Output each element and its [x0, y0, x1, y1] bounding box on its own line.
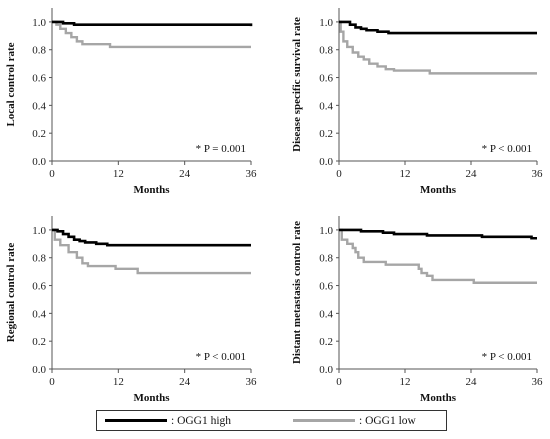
series-line-ogg1-high	[52, 20, 253, 27]
y-tick-label: 1.0	[319, 17, 333, 29]
y-tick-label: 1.0	[32, 225, 46, 237]
legend: : OGG1 high : OGG1 low	[96, 410, 447, 431]
p-value-annotation: * P < 0.001	[482, 143, 532, 155]
x-tick-label: 36	[532, 168, 544, 180]
x-tick-label: 36	[246, 168, 258, 180]
x-axis-title: Months	[420, 392, 457, 404]
y-tick-label: 0.4	[32, 308, 46, 320]
y-tick-label: 0.8	[32, 45, 46, 57]
y-axis-title: Disease specific survival rate	[291, 17, 303, 152]
x-tick-label: 12	[400, 168, 411, 180]
y-tick-label: 0.8	[32, 253, 46, 265]
series-line-ogg1-high	[52, 228, 251, 247]
x-tick-label: 24	[179, 376, 191, 388]
y-tick-label: 0.6	[32, 281, 46, 293]
y-tick-label: 0.2	[319, 336, 333, 348]
y-tick-label: 0.0	[319, 364, 333, 376]
panel-local-control: 0.0 0.2 0.4 0.6 0.8 1.0 0 12 24 36 Months Local con…	[5, 8, 257, 196]
x-tick-label: 0	[49, 168, 55, 180]
survival-figure: 0.0 0.2 0.4 0.6 0.8 1.0 0 12 24 36 Months Local con…	[5, 8, 543, 404]
p-value-annotation: * P < 0.001	[196, 351, 246, 363]
legend-item-high: : OGG1 high	[105, 411, 231, 430]
y-tick-label: 0.8	[319, 45, 333, 57]
series-line-ogg1-low	[339, 20, 537, 75]
x-tick-label: 12	[113, 168, 124, 180]
y-axis-title: Local control rate	[5, 42, 17, 126]
legend-label-high: : OGG1 high	[171, 414, 232, 427]
y-tick-label: 0.4	[32, 100, 46, 112]
x-tick-label: 24	[179, 168, 191, 180]
x-tick-label: 12	[400, 376, 411, 388]
series-line-ogg1-high	[339, 228, 537, 240]
x-tick-label: 24	[466, 376, 478, 388]
series-line-ogg1-high	[339, 20, 537, 35]
series-line-ogg1-low	[52, 20, 251, 49]
series-line-ogg1-low	[52, 228, 251, 275]
y-tick-label: 0.4	[319, 308, 333, 320]
y-tick-label: 0.8	[319, 253, 333, 265]
y-tick-label: 0.6	[32, 73, 46, 85]
y-tick-label: 0.0	[32, 364, 46, 376]
panel-disease-specific-survival: 0.0 0.2 0.4 0.6 0.8 1.0 0 12 24 36 Months Disease s…	[291, 8, 543, 196]
x-tick-label: 36	[532, 376, 544, 388]
x-tick-label: 12	[113, 376, 124, 388]
x-axis-title: Months	[133, 184, 170, 196]
series-line-ogg1-low	[339, 228, 537, 284]
legend-swatch-low	[293, 419, 355, 422]
x-tick-label: 0	[49, 376, 55, 388]
panel-regional-control: 0.0 0.2 0.4 0.6 0.8 1.0 0 12 24 36 Months Regional …	[5, 216, 257, 404]
x-axis-title: Months	[133, 392, 170, 404]
x-axis-title: Months	[420, 184, 457, 196]
p-value-annotation: * P < 0.001	[482, 351, 532, 363]
x-tick-label: 24	[466, 168, 478, 180]
legend-swatch-high	[105, 419, 167, 422]
p-value-annotation: * P = 0.001	[196, 143, 246, 155]
y-tick-label: 0.2	[319, 128, 333, 140]
legend-label-low: : OGG1 low	[359, 414, 416, 427]
y-tick-label: 0.0	[319, 156, 333, 168]
y-axis-title: Regional control rate	[5, 243, 17, 343]
y-tick-label: 0.0	[32, 156, 46, 168]
y-tick-label: 0.6	[319, 281, 333, 293]
y-axis-title: Distant metastasis control rate	[291, 221, 303, 364]
legend-item-low: : OGG1 low	[293, 411, 416, 430]
y-tick-label: 0.4	[319, 100, 333, 112]
y-tick-label: 0.6	[319, 73, 333, 85]
x-tick-label: 0	[336, 376, 342, 388]
x-tick-label: 36	[246, 376, 258, 388]
y-tick-label: 1.0	[32, 17, 46, 29]
y-tick-label: 0.2	[32, 128, 46, 140]
y-tick-label: 0.2	[32, 336, 46, 348]
y-tick-label: 1.0	[319, 225, 333, 237]
panel-distant-metastasis-control: 0.0 0.2 0.4 0.6 0.8 1.0 0 12 24 36 Months Distant m…	[291, 216, 543, 404]
x-tick-label: 0	[336, 168, 342, 180]
